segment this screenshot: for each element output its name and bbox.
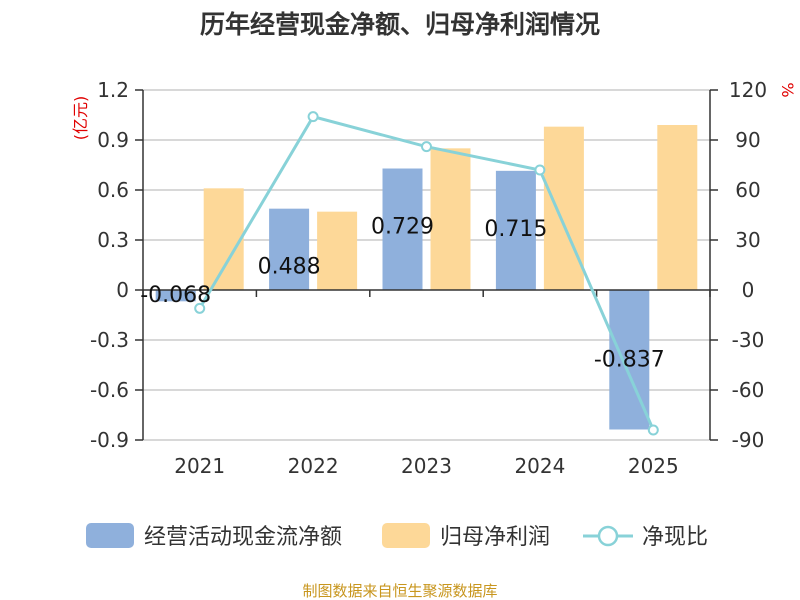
bar-cash-flow-2024 xyxy=(495,170,536,290)
left-tick-label: -0.9 xyxy=(90,428,129,452)
right-tick-label: -30 xyxy=(732,328,765,352)
right-tick-label: 90 xyxy=(735,128,760,152)
left-tick-label: 0 xyxy=(116,278,129,302)
ratio-point-2021 xyxy=(194,302,206,314)
bar-net-profit-2022 xyxy=(317,211,358,290)
right-tick-label: -90 xyxy=(732,428,765,452)
x-tick-label: 2021 xyxy=(174,454,225,478)
right-tick-label: 120 xyxy=(729,78,767,102)
bar-net-profit-2025 xyxy=(657,125,698,290)
legend-swatch-cash-flow xyxy=(86,523,134,548)
legend-swatch-net-profit xyxy=(382,523,430,548)
data-label-cash-flow-2023: 0.729 xyxy=(371,215,434,240)
left-axis-unit: (亿元) xyxy=(71,96,90,141)
right-tick-label: 0 xyxy=(742,278,755,302)
ratio-line xyxy=(194,111,659,436)
x-tick-label: 2025 xyxy=(628,454,679,478)
axes: 1.2 0.9 0.6 0.3 0 -0.3 -0.6 -0.9 120 90 60 30 0 -30 -6… xyxy=(90,78,767,478)
ratio-point-2024 xyxy=(534,164,546,176)
legend-label-ratio: 净现比 xyxy=(642,525,708,550)
bar-cash-flow-2021 xyxy=(155,290,196,302)
legend-marker-ratio xyxy=(597,525,619,547)
bars xyxy=(155,125,698,430)
ratio-point-2025 xyxy=(647,424,659,436)
right-tick-label: 60 xyxy=(735,178,760,202)
data-label-cash-flow-2025: -0.837 xyxy=(594,348,665,373)
source-note: 制图数据来自恒生聚源数据库 xyxy=(302,582,497,600)
left-tick-label: 0.6 xyxy=(97,178,129,202)
left-tick-label: -0.6 xyxy=(90,378,129,402)
bar-cash-flow-2022 xyxy=(269,208,310,290)
bar-net-profit-2024 xyxy=(543,126,584,291)
ratio-point-2022 xyxy=(307,111,319,123)
data-label-cash-flow-2022: 0.488 xyxy=(258,255,321,280)
data-label-cash-flow-2024: 0.715 xyxy=(484,217,547,242)
chart-title: 历年经营现金净额、归母净利润情况 xyxy=(200,10,600,39)
left-tick-label: 1.2 xyxy=(97,78,129,102)
right-tick-label: 30 xyxy=(735,228,760,252)
ratio-point-2023 xyxy=(421,141,432,153)
x-tick-label: 2022 xyxy=(288,454,339,478)
x-tick-label: 2024 xyxy=(514,454,565,478)
data-labels: -0.068 0.488 0.729 0.715 -0.837 xyxy=(140,215,665,373)
legend-label-net-profit: 归母净利润 xyxy=(440,525,550,550)
legend-label-cash-flow: 经营活动现金流净额 xyxy=(144,525,342,550)
bar-cash-flow-2023 xyxy=(382,168,423,290)
data-label-cash-flow-2021: -0.068 xyxy=(140,283,211,308)
left-tick-label: 0.3 xyxy=(97,228,129,252)
legend: 经营活动现金流净额 归母净利润 净现比 xyxy=(86,523,708,550)
x-tick-label: 2023 xyxy=(401,454,452,478)
right-axis-unit: % xyxy=(778,82,797,97)
bar-net-profit-2023 xyxy=(430,148,471,290)
bar-net-profit-2021 xyxy=(203,188,244,290)
left-tick-label: 0.9 xyxy=(97,128,129,152)
right-tick-label: -60 xyxy=(732,378,765,402)
left-tick-label: -0.3 xyxy=(90,328,129,352)
